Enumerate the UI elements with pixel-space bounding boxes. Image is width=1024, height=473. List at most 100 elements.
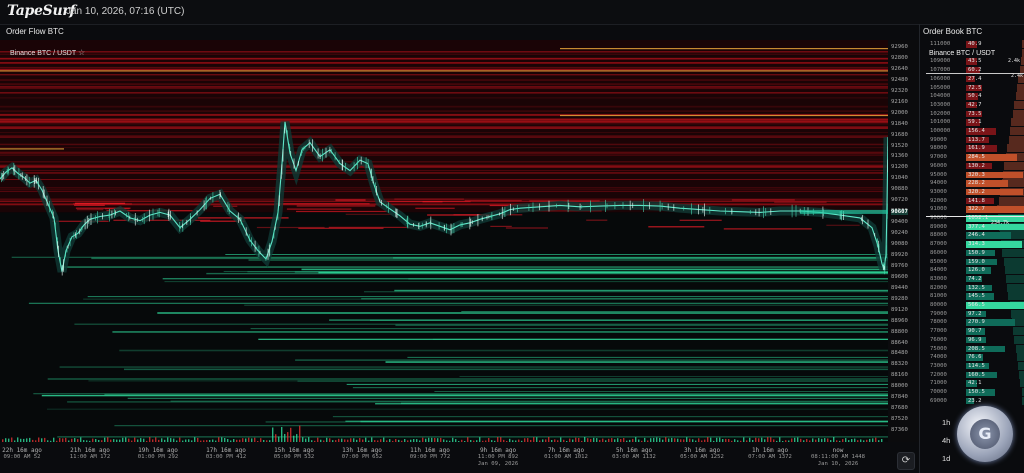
volume-bar xyxy=(791,438,793,442)
panel-divider[interactable] xyxy=(919,24,920,473)
ask-row[interactable]: 96000 130.2 xyxy=(926,161,1024,170)
trade-tick xyxy=(238,212,239,223)
bid-liquidity-line xyxy=(87,296,888,298)
bid-liquidity-line xyxy=(352,387,888,389)
ask-row[interactable]: 111000 40.9 xyxy=(926,40,1024,48)
trade-tick xyxy=(245,227,247,236)
ask-row[interactable]: 99000 113.7 xyxy=(926,135,1024,144)
volume-bar xyxy=(188,439,190,442)
volume-bar xyxy=(966,119,980,126)
ask-row[interactable]: 109000 43.5 xyxy=(926,57,1024,66)
bid-row[interactable]: 84000 126.0 xyxy=(926,266,1024,275)
bid-row[interactable]: 85000 159.0 xyxy=(926,257,1024,266)
bid-row[interactable]: 72000 160.5 xyxy=(926,370,1024,379)
ask-liquidity-line xyxy=(0,136,888,138)
bid-row[interactable]: 82000 132.5 xyxy=(926,283,1024,292)
bid-row[interactable]: 80000 566.5 xyxy=(926,301,1024,309)
ask-heat-mark xyxy=(276,203,370,205)
ask-heat-mark xyxy=(586,219,608,221)
ask-liquidity-line xyxy=(0,198,888,200)
bid-row[interactable]: 70000 150.5 xyxy=(926,388,1024,396)
ask-row[interactable]: 91000 322.7 xyxy=(926,205,1024,214)
price-level: 89000 xyxy=(930,223,947,230)
ask-row[interactable]: 92000 141.8 xyxy=(926,196,1024,205)
volume-bar xyxy=(710,437,712,442)
ask-row[interactable]: 97000 284.5 xyxy=(926,153,1024,162)
trade-tick xyxy=(58,245,59,257)
bid-row[interactable]: 87000 314.3 xyxy=(926,240,1024,249)
trade-tick xyxy=(379,198,381,203)
volume-bar xyxy=(491,440,493,442)
trade-tick xyxy=(97,211,98,224)
bid-row[interactable]: 81000 145.5 xyxy=(926,292,1024,301)
bid-row[interactable]: 79000 97.2 xyxy=(926,309,1024,318)
bid-row[interactable]: 75000 208.5 xyxy=(926,344,1024,353)
volume-bar xyxy=(671,437,673,442)
time-tick: 17h 16m ago 03:00 PM 412 xyxy=(188,447,264,461)
ask-row[interactable]: 102000 73.5 xyxy=(926,109,1024,118)
ask-row[interactable]: 98000 161.9 xyxy=(926,144,1024,153)
ask-row[interactable]: 107000 60.2 xyxy=(926,66,1024,75)
bid-row[interactable]: 69000 23.2 xyxy=(926,396,1024,405)
bid-row[interactable]: 77000 90.7 xyxy=(926,327,1024,336)
trade-tick xyxy=(567,199,569,213)
trade-tick xyxy=(63,259,64,272)
level-volume: 73.5 xyxy=(968,110,982,117)
order-book-ladder[interactable]: 11100040.911000036.610900043.510700060.2… xyxy=(926,40,1024,412)
volume-bar xyxy=(2,439,4,442)
bid-row[interactable]: 86000 150.9 xyxy=(926,248,1024,257)
bid-row[interactable]: 89000 377.4 xyxy=(926,222,1024,231)
trade-tick xyxy=(34,178,36,184)
depth-bar xyxy=(1010,127,1024,135)
ask-row[interactable]: 106000 27.4 xyxy=(926,74,1024,83)
ask-row[interactable]: 94000 228.2 xyxy=(926,179,1024,188)
volume-bar xyxy=(224,438,226,442)
price-level: 86000 xyxy=(930,249,947,256)
price-tick-label: 87840 xyxy=(891,394,908,401)
volume-bar xyxy=(863,440,865,442)
volume-bar xyxy=(966,258,997,265)
timeframe-1h[interactable]: 1h xyxy=(942,418,951,427)
order-flow-chart-svg[interactable] xyxy=(0,40,888,442)
bid-liquidity-line xyxy=(329,319,888,321)
trade-tick xyxy=(149,209,150,222)
ask-row[interactable]: 95000 320.3 xyxy=(926,170,1024,179)
ask-row[interactable]: 105000 72.5 xyxy=(926,83,1024,92)
ask-row[interactable]: 103000 42.7 xyxy=(926,100,1024,109)
volume-bar xyxy=(713,440,715,442)
refresh-button[interactable]: ⟳ xyxy=(897,452,915,470)
volume-bar xyxy=(449,440,451,442)
bid-liquidity-line xyxy=(346,383,888,385)
time-tick-label: 1h 16m ago xyxy=(751,447,789,454)
price-axis[interactable]: 92960 92800 92640 92480 92320 92160 92000 91840… xyxy=(889,40,919,442)
time-axis[interactable]: 22h 16m ago 09:00 AM 52 21h 16m ago 11:00 A… xyxy=(0,442,888,473)
order-book-pair[interactable]: Binance BTC / USDT xyxy=(927,50,998,57)
bid-row[interactable]: 90000 1052.1 xyxy=(926,214,1024,222)
bid-row[interactable]: 73000 114.5 xyxy=(926,361,1024,370)
order-flow-heatmap[interactable] xyxy=(0,40,888,442)
bid-row[interactable]: 76000 96.9 xyxy=(926,335,1024,344)
volume-bar xyxy=(311,440,313,442)
ask-row[interactable]: 104000 50.4 xyxy=(926,92,1024,101)
bid-row[interactable]: 78000 270.9 xyxy=(926,318,1024,327)
star-icon[interactable]: ☆ xyxy=(78,48,86,57)
trade-tick xyxy=(614,202,616,210)
timeframe-1d[interactable]: 1d xyxy=(942,454,951,463)
order-flow-pair[interactable]: Binance BTC / USDT xyxy=(10,50,77,57)
volume-bar xyxy=(764,439,766,442)
timeframe-4h[interactable]: 4h xyxy=(942,436,951,445)
volume-bar xyxy=(101,440,103,442)
volume-bar xyxy=(854,438,856,442)
trade-tick xyxy=(319,153,321,159)
ask-row[interactable]: 101000 59.1 xyxy=(926,118,1024,127)
app-logo[interactable]: TapeSurf xyxy=(7,3,76,19)
ask-row[interactable]: 100000 156.4 xyxy=(926,127,1024,135)
depth-bar xyxy=(1002,248,1024,257)
bid-row[interactable]: 83000 74.2 xyxy=(926,274,1024,283)
price-level: 107000 xyxy=(930,67,951,74)
bid-row[interactable]: 88000 246.4 xyxy=(926,231,1024,240)
bid-row[interactable]: 74000 76.6 xyxy=(926,353,1024,362)
brand-badge[interactable]: G xyxy=(957,406,1013,462)
bid-row[interactable]: 71000 42.1 xyxy=(926,379,1024,388)
ask-row[interactable]: 93000 320.2 xyxy=(926,187,1024,196)
